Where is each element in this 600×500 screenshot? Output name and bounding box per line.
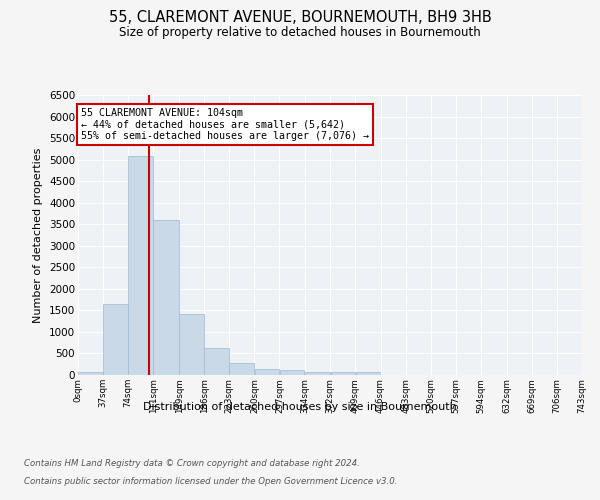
Text: Contains public sector information licensed under the Open Government Licence v3: Contains public sector information licen…	[24, 476, 398, 486]
Bar	[205, 348, 229, 375]
Text: Size of property relative to detached houses in Bournemouth: Size of property relative to detached ho…	[119, 26, 481, 39]
Bar	[254, 368, 279, 375]
Bar	[103, 304, 128, 375]
Text: Distribution of detached houses by size in Bournemouth: Distribution of detached houses by size …	[143, 402, 457, 412]
Bar	[154, 220, 179, 375]
Text: 55 CLAREMONT AVENUE: 104sqm
← 44% of detached houses are smaller (5,642)
55% of : 55 CLAREMONT AVENUE: 104sqm ← 44% of det…	[82, 108, 370, 141]
Y-axis label: Number of detached properties: Number of detached properties	[34, 148, 43, 322]
Bar	[229, 362, 254, 375]
Bar	[280, 370, 304, 375]
Bar	[331, 372, 355, 375]
Bar	[128, 156, 153, 375]
Bar	[78, 372, 103, 375]
Text: Contains HM Land Registry data © Crown copyright and database right 2024.: Contains HM Land Registry data © Crown c…	[24, 460, 360, 468]
Bar	[305, 372, 330, 375]
Text: 55, CLAREMONT AVENUE, BOURNEMOUTH, BH9 3HB: 55, CLAREMONT AVENUE, BOURNEMOUTH, BH9 3…	[109, 10, 491, 25]
Bar	[179, 314, 204, 375]
Bar	[356, 372, 380, 375]
